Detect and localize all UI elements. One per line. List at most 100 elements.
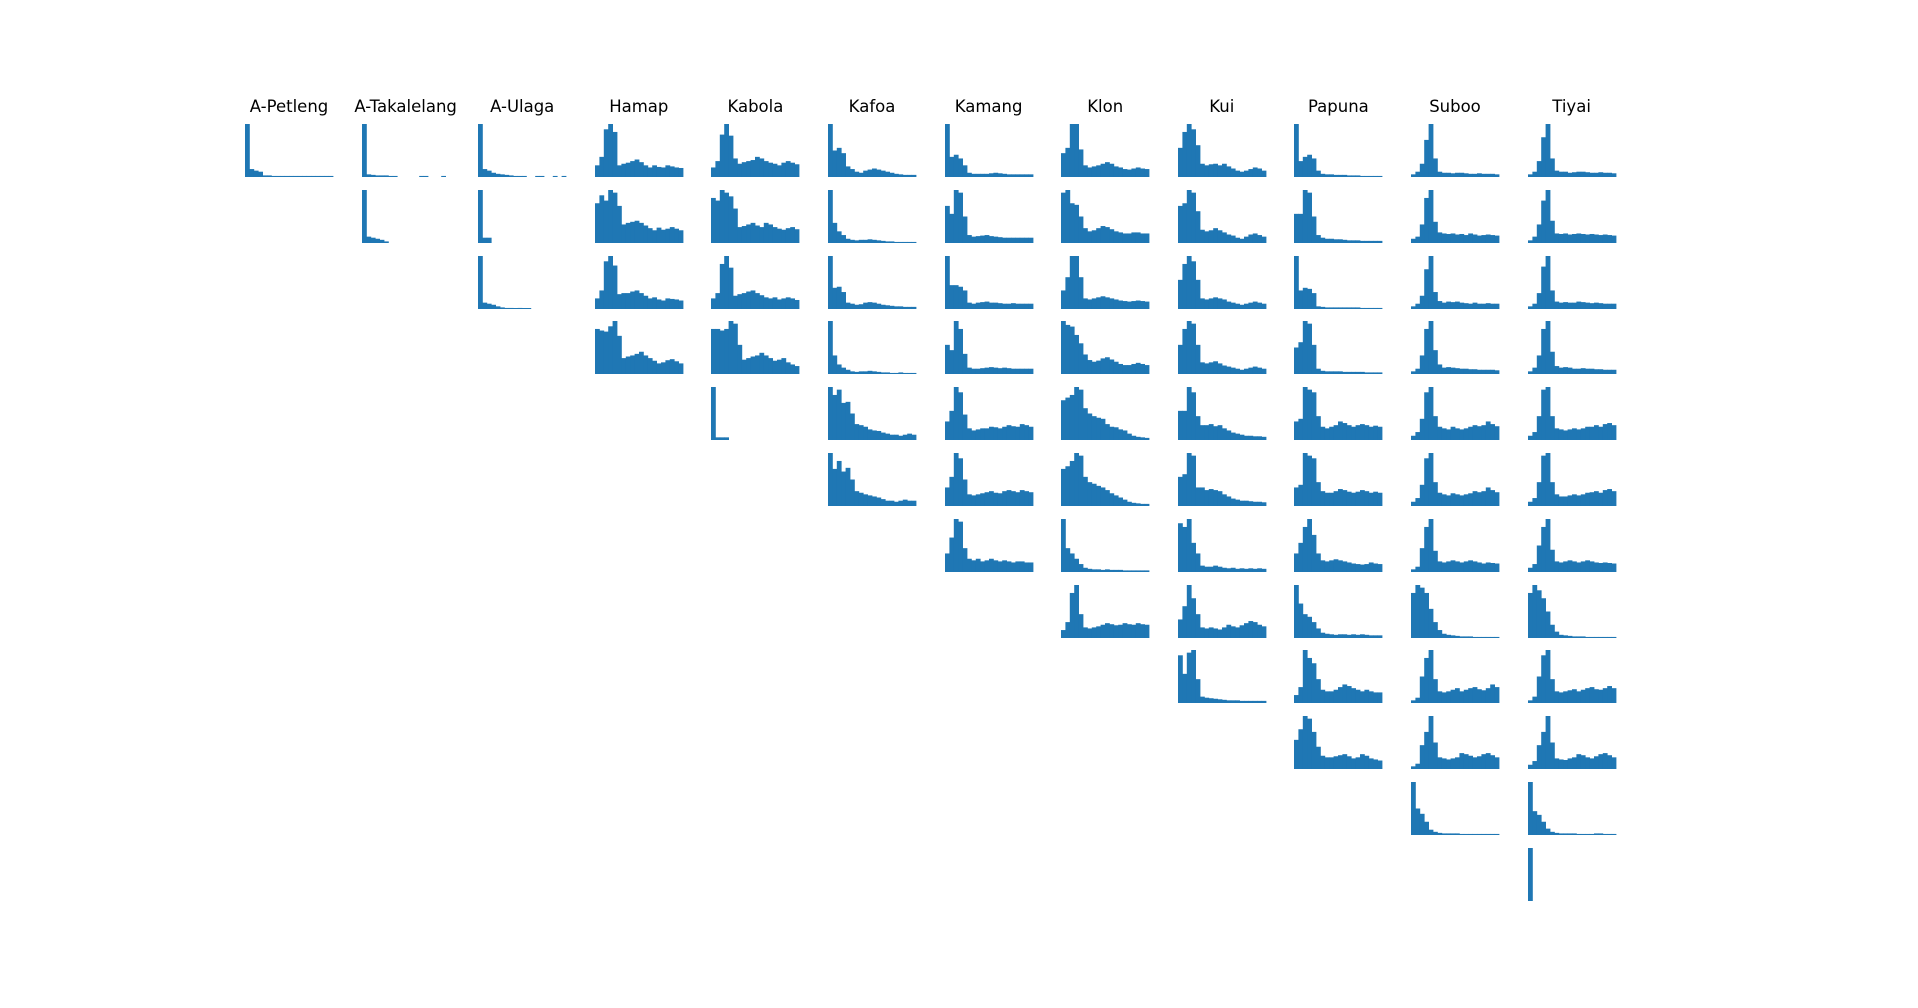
histogram-bar — [944, 205, 950, 243]
histogram-bar — [1100, 295, 1106, 309]
histogram-bar — [1333, 239, 1339, 243]
histogram-bar — [1131, 300, 1137, 309]
histogram-bar — [1567, 368, 1572, 375]
histogram-bar — [1437, 561, 1443, 572]
histogram-bar — [1571, 494, 1577, 506]
histogram-bar — [1019, 490, 1025, 506]
histogram-bar — [1087, 360, 1093, 375]
histogram-bar — [1023, 369, 1029, 375]
histogram-bar — [1135, 232, 1141, 243]
histogram-bar — [1433, 679, 1438, 704]
histogram-bar — [1338, 371, 1344, 375]
histogram-bar — [517, 307, 523, 309]
histogram-bar — [647, 227, 653, 243]
histogram-bar — [1329, 371, 1335, 375]
histogram-panel-klon-row-5 — [1061, 387, 1150, 441]
histogram-bar — [1494, 687, 1500, 704]
histogram-bar — [647, 358, 653, 375]
histogram-bar — [1199, 487, 1205, 506]
histogram-bar — [863, 170, 868, 177]
histogram-bar — [370, 174, 376, 177]
histogram-bar — [1303, 716, 1308, 770]
histogram-bar — [1606, 562, 1612, 572]
histogram-bar — [1307, 389, 1313, 441]
histogram-bar — [1320, 690, 1326, 704]
histogram-bar — [1549, 220, 1555, 243]
histogram-bar — [651, 165, 657, 177]
column-title-hamap: Hamap — [609, 97, 669, 116]
histogram-bar — [1208, 230, 1214, 243]
histogram-bar — [711, 167, 717, 177]
histogram-bar — [1424, 732, 1429, 770]
histogram-bar — [1069, 255, 1075, 309]
histogram-bar — [764, 161, 769, 177]
histogram-bar — [1424, 821, 1429, 835]
histogram-bar — [1360, 307, 1366, 309]
histogram-bar — [979, 235, 985, 243]
histogram-bar — [979, 493, 985, 506]
histogram-bar — [1606, 636, 1612, 638]
histogram-bar — [711, 197, 717, 243]
histogram-bar — [1441, 494, 1447, 506]
histogram-bar — [1593, 369, 1599, 375]
histogram-bar — [907, 241, 912, 243]
histogram-bar — [1446, 833, 1451, 835]
histogram-bar — [1562, 171, 1568, 177]
histogram-bar — [1360, 175, 1366, 177]
histogram-panel-tiyai-row-8 — [1527, 584, 1616, 638]
histogram-bar — [889, 434, 895, 441]
histogram-bar — [975, 429, 981, 441]
histogram-bar — [902, 241, 908, 243]
histogram-bar — [885, 241, 890, 243]
histogram-bar — [1113, 495, 1119, 506]
histogram-bar — [1122, 169, 1128, 177]
histogram-bar — [1558, 833, 1564, 835]
histogram-bar — [1298, 603, 1304, 638]
histogram-bar — [1113, 362, 1119, 375]
histogram-bar — [1217, 629, 1223, 638]
histogram-bar — [1091, 483, 1097, 506]
histogram-bar — [1078, 216, 1084, 243]
histogram-bar — [1342, 684, 1348, 704]
histogram-bar — [759, 294, 765, 309]
histogram-bar — [854, 240, 860, 243]
histogram-bar — [841, 234, 846, 243]
histogram-panel-a-ulaga-row-2 — [478, 189, 492, 243]
histogram-bar — [1252, 701, 1258, 704]
histogram-bar — [1468, 560, 1473, 572]
histogram-bar — [1248, 620, 1253, 638]
histogram-bar — [970, 236, 976, 243]
histogram-bar — [1186, 189, 1192, 243]
histogram-bar — [1490, 303, 1495, 309]
histogram-bar — [1105, 490, 1110, 506]
histogram-bar — [1527, 371, 1533, 375]
histogram-bar — [616, 336, 622, 375]
histogram-bar — [1459, 691, 1465, 704]
histogram-bar — [944, 421, 950, 441]
histogram-bar — [1177, 411, 1183, 441]
histogram-bar — [948, 476, 954, 506]
histogram-bar — [1419, 355, 1425, 375]
histogram-bar — [508, 175, 514, 177]
histogram-bar — [1441, 172, 1447, 177]
histogram-bar — [854, 491, 860, 506]
histogram-bar — [1602, 688, 1608, 704]
histogram-bar — [1135, 503, 1141, 506]
histogram-panel-kabola-row-3 — [711, 255, 800, 309]
histogram-bar — [1558, 233, 1564, 243]
histogram-bar — [1463, 234, 1469, 243]
histogram-bar — [1450, 758, 1456, 770]
histogram-bar — [1316, 416, 1322, 441]
histogram-bar — [1549, 158, 1555, 177]
histogram-bar — [1307, 324, 1313, 375]
histogram-bar — [1316, 234, 1322, 243]
histogram-bar — [1311, 216, 1317, 243]
histogram-bar — [1545, 189, 1550, 243]
histogram-bar — [832, 287, 838, 309]
histogram-bar — [1433, 742, 1438, 770]
histogram-bar — [1347, 175, 1352, 177]
histogram-bar — [962, 414, 967, 441]
histogram-bar — [1298, 418, 1304, 441]
histogram-bar — [1360, 754, 1366, 770]
histogram-bar — [1019, 237, 1025, 243]
